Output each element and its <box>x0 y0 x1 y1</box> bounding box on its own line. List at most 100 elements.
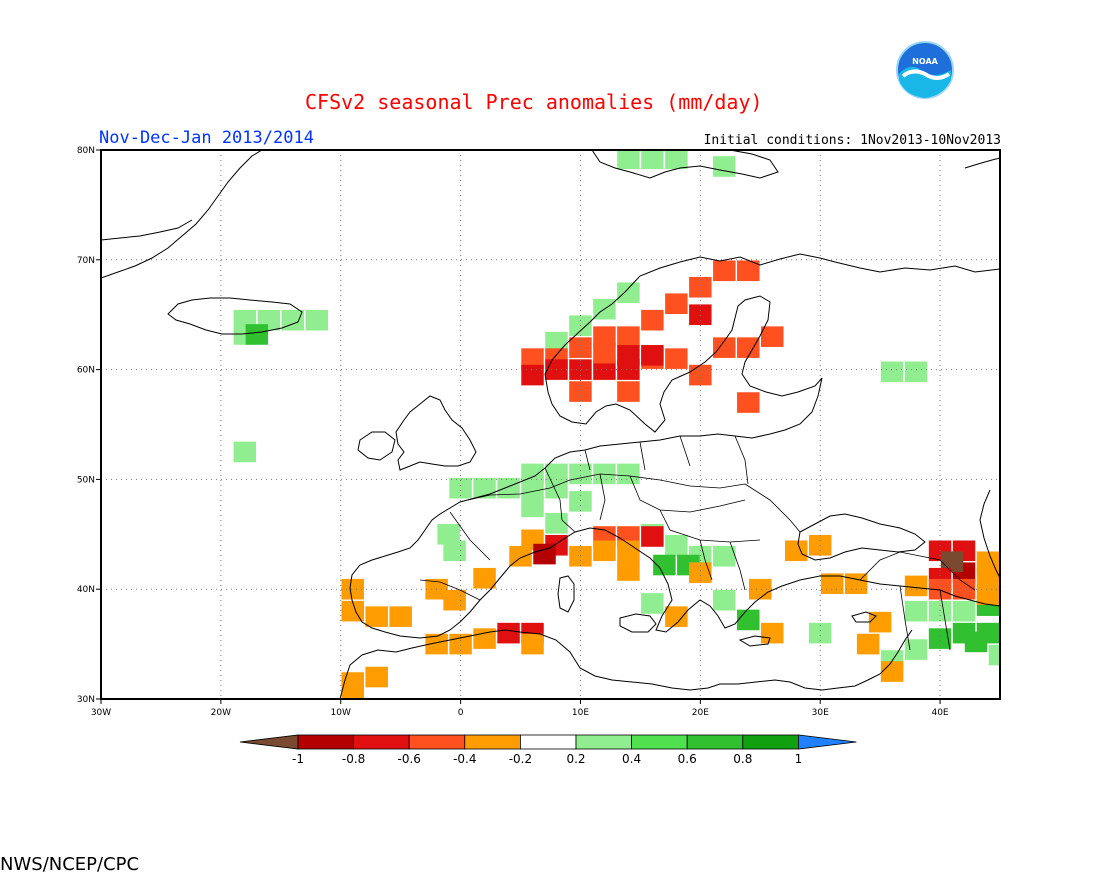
anomaly-cell <box>569 381 592 402</box>
colorbar-swatch <box>297 734 354 750</box>
y-tick-label: 80N <box>77 146 95 156</box>
anomaly-cell <box>617 560 640 581</box>
anomaly-cell <box>449 477 472 499</box>
y-tick-label: 50N <box>77 475 95 485</box>
anomaly-cell <box>443 589 466 611</box>
colorbar-swatch <box>520 734 577 750</box>
anomaly-cell <box>784 540 808 562</box>
coastlines-and-borders <box>101 150 1000 699</box>
anomaly-cell <box>713 337 736 358</box>
anomaly-cell <box>593 342 616 364</box>
anomaly-cell <box>737 337 760 358</box>
anomaly-cell <box>533 543 556 565</box>
anomaly-cell <box>904 361 928 383</box>
forecast-period: Nov-Dec-Jan 2013/2014 <box>99 128 314 148</box>
anomaly-cell <box>617 359 640 380</box>
map-figure: 30W 20W 10W 0 10E 20E 30E 40E 80N 70N 60N 50N 40N 30N… <box>0 41 1001 875</box>
anomaly-cell <box>545 331 568 353</box>
anomaly-cell <box>641 526 664 547</box>
anomaly-cell <box>904 600 928 622</box>
svalbard-coastline <box>591 150 779 179</box>
x-tick-label: 0 <box>458 708 464 718</box>
anomaly-cell <box>365 606 388 627</box>
anomaly-cell <box>665 606 688 627</box>
x-tick-label: 20W <box>211 708 231 718</box>
anomaly-cell <box>617 282 640 304</box>
anomaly-cell <box>928 578 952 600</box>
x-tick-label: 40E <box>931 708 948 718</box>
anomaly-cell <box>389 606 412 627</box>
colorbar-label: 0.2 <box>566 752 585 766</box>
colorbar-swatch <box>742 734 799 750</box>
y-tick-label: 60N <box>77 366 95 376</box>
anomaly-cell <box>904 639 928 660</box>
anomaly-cell <box>952 578 976 600</box>
greenland-coastline <box>101 150 263 279</box>
anomaly-cell <box>737 392 760 413</box>
anomaly-cell <box>976 551 1000 573</box>
anomaly-cell <box>617 326 640 347</box>
x-tick-label: 10W <box>331 708 351 718</box>
anomaly-cell <box>713 589 736 611</box>
greenland-coastline-2 <box>101 219 193 241</box>
country-borders <box>419 435 976 651</box>
anomaly-cell <box>617 381 640 402</box>
caspian-coastline <box>979 489 1000 579</box>
anomaly-cell <box>281 309 305 331</box>
anomaly-cell <box>689 304 712 325</box>
colorbar: -1 -0.8 -0.6 -0.4 -0.2 0.2 0.4 0.6 0.8 1 <box>239 734 857 766</box>
anomaly-cell <box>617 150 640 170</box>
anomaly-cell <box>665 293 688 315</box>
anomaly-cell <box>880 361 904 383</box>
colorbar-label: 0.8 <box>733 752 752 766</box>
sardinia-coastline <box>557 575 575 613</box>
anomaly-cell <box>245 324 269 345</box>
anomaly-cell <box>569 337 592 358</box>
anomaly-cell <box>952 600 976 622</box>
anomaly-cell <box>497 622 520 644</box>
colorbar-label: -1 <box>292 752 304 766</box>
anomaly-cell <box>713 156 736 177</box>
colorbar-label: 0.6 <box>678 752 697 766</box>
anomaly-cell <box>964 631 988 653</box>
anomaly-cells <box>233 150 1000 699</box>
anomaly-cell <box>443 540 466 562</box>
anomaly-cell <box>521 463 544 485</box>
anomaly-cell <box>449 633 472 655</box>
colorbar-arrow-low <box>239 734 299 750</box>
colorbar-label: -0.4 <box>453 752 476 766</box>
anomaly-cell <box>641 593 664 614</box>
anomaly-cell <box>569 359 592 380</box>
cyprus-coastline <box>851 611 877 623</box>
anomaly-cell <box>641 345 664 366</box>
noaa-logo-icon: NOAA <box>896 41 954 99</box>
anomaly-cell <box>473 628 496 649</box>
sicily-coastline <box>619 613 657 633</box>
colorbar-swatch <box>408 734 466 750</box>
anomaly-cell <box>569 463 592 485</box>
anomaly-cell <box>737 260 760 282</box>
anomaly-cell <box>233 441 257 463</box>
anomaly-cell <box>761 326 784 347</box>
anomaly-cell <box>521 348 544 369</box>
map-title: CFSv2 seasonal Prec anomalies (mm/day) <box>305 90 763 114</box>
anomaly-cell <box>341 578 364 600</box>
anomaly-cell <box>689 562 712 584</box>
colorbar-swatch <box>686 734 744 750</box>
anomaly-cell <box>509 545 532 567</box>
anomaly-cell <box>473 477 496 499</box>
anomaly-cell <box>689 276 712 298</box>
x-tick-label: 20E <box>692 708 709 718</box>
anomaly-cell <box>737 609 760 631</box>
anomaly-cell <box>665 348 688 369</box>
anomaly-cell <box>593 326 616 347</box>
noaa-logo-text: NOAA <box>912 57 938 66</box>
colorbar-arrow-high <box>798 734 857 750</box>
anomaly-cell <box>593 359 616 380</box>
anomaly-cell <box>988 644 1000 666</box>
initial-conditions: Initial conditions: 1Nov2013-10Nov2013 <box>703 133 1001 148</box>
map-svg: 30W 20W 10W 0 10E 20E 30E 40E 80N 70N 60N 50N 40N 30N… <box>77 146 1001 766</box>
anomaly-cell <box>569 491 592 512</box>
europe-coastline <box>349 253 1000 639</box>
anomaly-cell <box>928 600 952 622</box>
